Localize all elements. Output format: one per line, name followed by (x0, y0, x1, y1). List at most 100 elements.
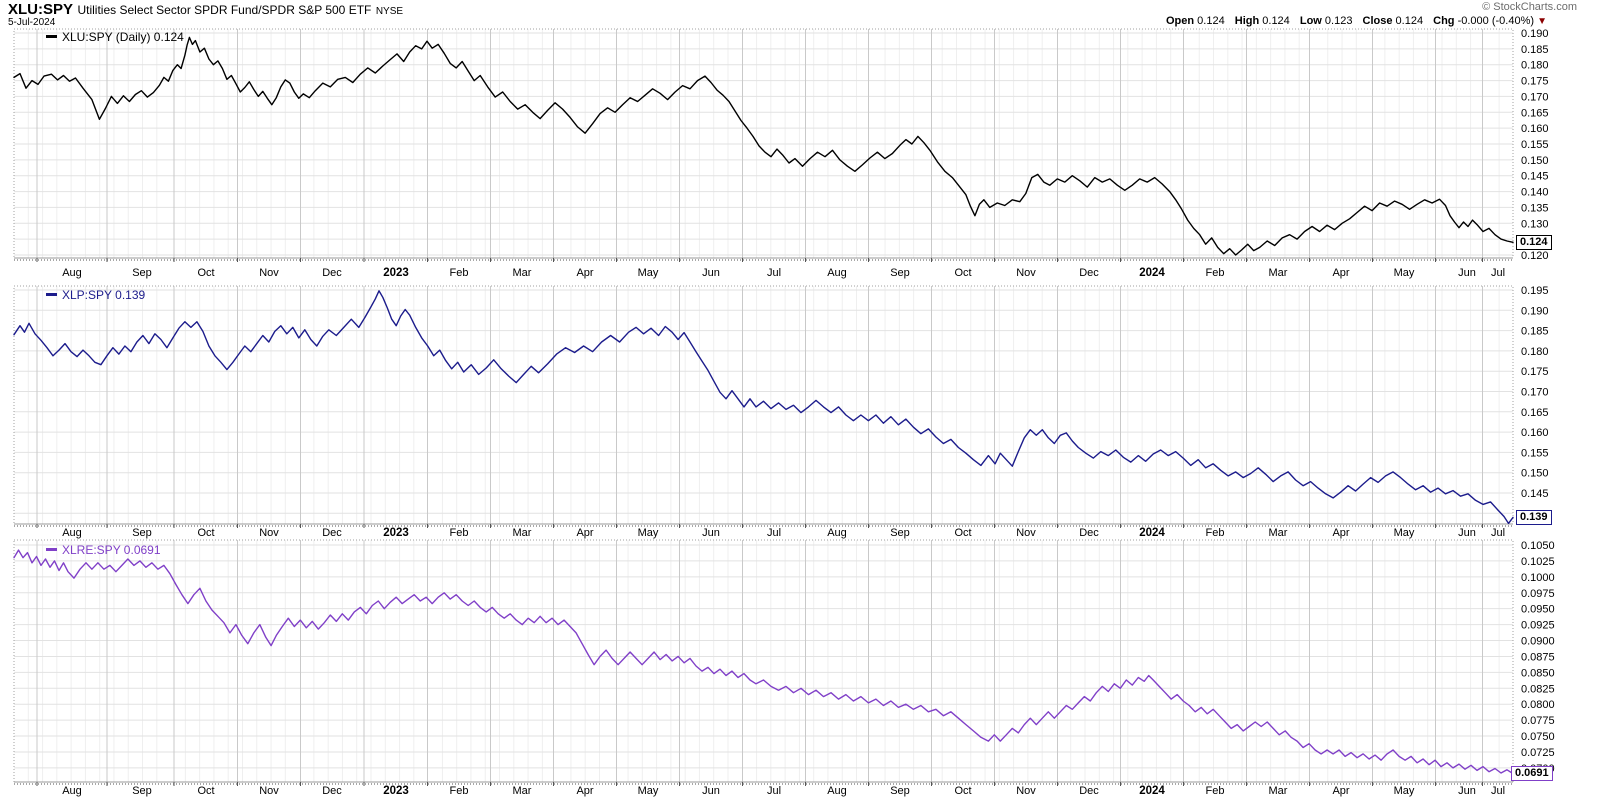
open-value: 0.124 (1197, 15, 1225, 27)
svg-text:0.170: 0.170 (1521, 387, 1549, 399)
svg-text:Aug: Aug (827, 785, 847, 797)
svg-text:Oct: Oct (197, 267, 214, 279)
svg-text:Apr: Apr (576, 785, 593, 797)
svg-text:Jul: Jul (1491, 527, 1505, 539)
svg-text:Dec: Dec (322, 527, 342, 539)
svg-text:0.170: 0.170 (1521, 91, 1549, 103)
svg-text:0.180: 0.180 (1521, 60, 1549, 72)
svg-text:Sep: Sep (890, 785, 910, 797)
svg-text:Jul: Jul (1491, 785, 1505, 797)
svg-text:Sep: Sep (890, 267, 910, 279)
svg-text:0.145: 0.145 (1521, 171, 1549, 183)
svg-text:0.0875: 0.0875 (1521, 651, 1555, 663)
ohlc-readout: Open 0.124 High 0.124 Low 0.123 Close 0.… (1166, 15, 1547, 27)
svg-text:Aug: Aug (827, 527, 847, 539)
svg-text:0.195: 0.195 (1521, 285, 1549, 297)
svg-text:0.155: 0.155 (1521, 139, 1549, 151)
xlp-last-price-box: 0.139 (1516, 510, 1552, 525)
svg-text:0.130: 0.130 (1521, 218, 1549, 230)
svg-text:0.150: 0.150 (1521, 468, 1549, 480)
svg-text:2023: 2023 (383, 785, 409, 797)
chart-date: 5-Jul-2024 (8, 17, 56, 28)
svg-text:0.190: 0.190 (1521, 28, 1549, 40)
svg-text:Dec: Dec (1079, 785, 1099, 797)
svg-text:Aug: Aug (62, 785, 82, 797)
svg-text:Dec: Dec (322, 267, 342, 279)
svg-text:Aug: Aug (62, 527, 82, 539)
svg-text:Nov: Nov (1016, 527, 1036, 539)
svg-text:Feb: Feb (450, 527, 469, 539)
svg-text:0.0800: 0.0800 (1521, 699, 1555, 711)
svg-text:Mar: Mar (1269, 527, 1288, 539)
svg-text:0.0775: 0.0775 (1521, 715, 1555, 727)
svg-text:0.0850: 0.0850 (1521, 667, 1555, 679)
svg-text:0.0925: 0.0925 (1521, 620, 1555, 632)
chg-value: -0.000 (-0.40%) (1457, 15, 1535, 27)
svg-text:Jul: Jul (767, 785, 781, 797)
svg-text:0.1025: 0.1025 (1521, 556, 1555, 568)
high-label: High (1234, 15, 1260, 27)
copyright-label: © StockCharts.com (1482, 1, 1577, 13)
low-value: 0.123 (1324, 15, 1353, 27)
svg-text:Apr: Apr (1332, 785, 1349, 797)
svg-text:Jul: Jul (767, 267, 781, 279)
svg-text:Oct: Oct (954, 785, 971, 797)
svg-text:May: May (1394, 267, 1415, 279)
svg-text:0.120: 0.120 (1521, 250, 1549, 262)
svg-text:Apr: Apr (576, 527, 593, 539)
svg-text:0.1050: 0.1050 (1521, 540, 1555, 552)
svg-text:2024: 2024 (1139, 267, 1165, 279)
svg-text:Mar: Mar (513, 785, 532, 797)
open-label: Open (1165, 15, 1195, 27)
svg-text:Jun: Jun (1458, 527, 1476, 539)
svg-text:Jun: Jun (1458, 267, 1476, 279)
svg-text:Dec: Dec (1079, 527, 1099, 539)
legend-xlu-spy: XLU:SPY (Daily) 0.124 (46, 30, 184, 44)
legend-xlp-spy: XLP:SPY 0.139 (46, 288, 145, 302)
svg-text:0.160: 0.160 (1521, 123, 1549, 135)
svg-text:Feb: Feb (1206, 785, 1225, 797)
svg-text:Nov: Nov (1016, 785, 1036, 797)
legend-xlre-label: XLRE:SPY 0.0691 (62, 543, 161, 557)
svg-text:Apr: Apr (1332, 527, 1349, 539)
svg-text:Feb: Feb (1206, 267, 1225, 279)
svg-text:0.145: 0.145 (1521, 488, 1549, 500)
svg-text:0.1000: 0.1000 (1521, 572, 1555, 584)
svg-text:Oct: Oct (954, 527, 971, 539)
svg-text:Sep: Sep (890, 527, 910, 539)
legend-xlu-label: XLU:SPY (Daily) 0.124 (62, 30, 184, 44)
svg-text:Sep: Sep (132, 527, 152, 539)
svg-text:Jun: Jun (1458, 785, 1476, 797)
legend-xlre-spy: XLRE:SPY 0.0691 (46, 543, 161, 557)
xlu-line-swatch-icon (46, 35, 57, 39)
high-value: 0.124 (1262, 15, 1290, 27)
low-label: Low (1299, 15, 1322, 27)
svg-text:Mar: Mar (513, 267, 532, 279)
svg-text:Nov: Nov (1016, 267, 1036, 279)
svg-text:2023: 2023 (383, 267, 409, 279)
svg-text:Jun: Jun (702, 527, 720, 539)
svg-text:0.0825: 0.0825 (1521, 683, 1555, 695)
svg-text:Mar: Mar (1269, 785, 1288, 797)
svg-text:Apr: Apr (1332, 267, 1349, 279)
svg-text:Sep: Sep (132, 267, 152, 279)
svg-text:0.0900: 0.0900 (1521, 636, 1555, 648)
xlre-line-swatch-icon (46, 548, 57, 552)
svg-text:0.135: 0.135 (1521, 202, 1549, 214)
close-value: 0.124 (1395, 15, 1424, 27)
svg-text:Apr: Apr (576, 267, 593, 279)
symbol-label: XLU:SPY (8, 1, 74, 18)
svg-text:0.180: 0.180 (1521, 346, 1549, 358)
svg-text:Nov: Nov (259, 267, 279, 279)
svg-text:Feb: Feb (450, 267, 469, 279)
svg-text:Jun: Jun (702, 267, 720, 279)
svg-text:0.175: 0.175 (1521, 76, 1549, 88)
svg-text:Aug: Aug (827, 267, 847, 279)
svg-text:0.175: 0.175 (1521, 366, 1549, 378)
svg-text:0.165: 0.165 (1521, 407, 1549, 419)
svg-text:May: May (638, 267, 659, 279)
close-label: Close (1362, 15, 1393, 27)
legend-xlp-label: XLP:SPY 0.139 (62, 288, 146, 302)
